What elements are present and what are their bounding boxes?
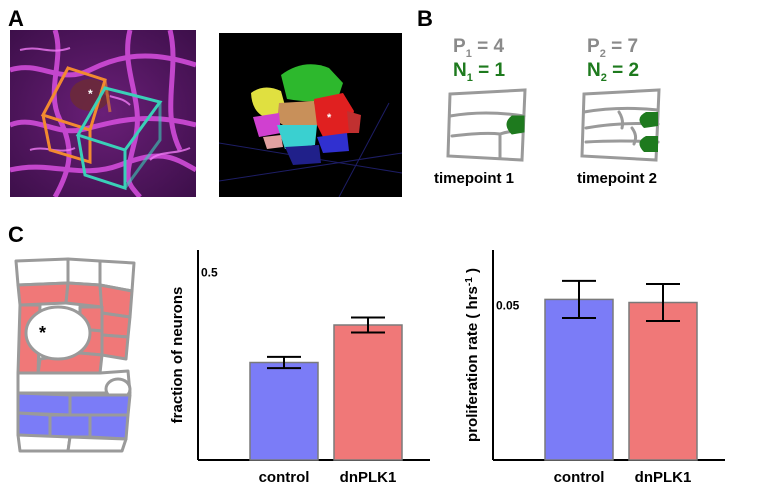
panel-a-letter: A bbox=[8, 6, 24, 31]
bar-dnplk1 bbox=[628, 301, 698, 461]
proliferation-rate-chart: 0.05 proliferation rate ( hrs-1 ) control d… bbox=[464, 250, 725, 486]
timepoint-1-label: timepoint 1 bbox=[434, 170, 515, 187]
panel-b-letter: B bbox=[417, 6, 433, 31]
timepoint-2-label: timepoint 2 bbox=[577, 170, 658, 187]
error-bar-control bbox=[562, 279, 596, 319]
bar-control bbox=[249, 361, 319, 461]
error-bar-dnplk1 bbox=[351, 316, 385, 334]
y-axis-label: proliferation rate ( hrs-1 ) bbox=[464, 268, 482, 442]
bar-dnplk1 bbox=[333, 324, 403, 461]
render-asterisk: * bbox=[327, 112, 332, 124]
x-tick-label-control: control bbox=[554, 469, 605, 486]
y-axis-label: fraction of neurons bbox=[169, 287, 186, 424]
fraction-of-neurons-chart: 0.5 fraction of neurons control dnPLK1 bbox=[169, 250, 430, 486]
panel-c-letter: C bbox=[8, 222, 24, 247]
p1-formula: P1 = 4 bbox=[453, 36, 505, 60]
x-tick-label-dnplk1: dnPLK1 bbox=[635, 469, 692, 486]
error-bar-dnplk1 bbox=[646, 282, 680, 323]
n2-formula: N2 = 2 bbox=[587, 60, 640, 84]
timepoint-1-diagram bbox=[446, 88, 527, 162]
bar-control bbox=[544, 298, 614, 461]
y-tick-label: 0.05 bbox=[496, 299, 520, 313]
microscopy-image: * bbox=[10, 30, 196, 197]
image-asterisk: * bbox=[88, 87, 93, 101]
timepoint-2-diagram bbox=[580, 88, 661, 162]
x-tick-label-control: control bbox=[259, 469, 310, 486]
n1-formula: N1 = 1 bbox=[453, 60, 506, 84]
3d-render-image: * bbox=[219, 33, 402, 197]
cell-asterisk: * bbox=[39, 323, 46, 343]
y-tick-label: 0.5 bbox=[201, 266, 218, 280]
p2-formula: P2 = 7 bbox=[587, 36, 639, 60]
cell-diagram: * bbox=[14, 257, 136, 453]
x-tick-label-dnplk1: dnPLK1 bbox=[340, 469, 397, 486]
error-bar-control bbox=[267, 355, 301, 370]
